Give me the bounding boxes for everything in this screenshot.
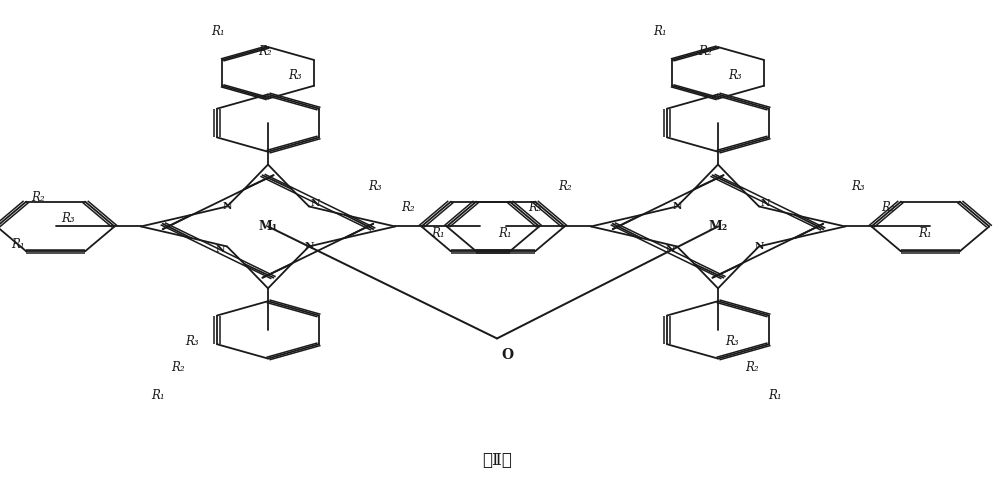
Text: R₂: R₂ <box>258 45 272 57</box>
Text: N: N <box>761 199 770 208</box>
Text: R₂: R₂ <box>171 361 185 374</box>
Text: N: N <box>672 202 682 211</box>
Text: R₁: R₁ <box>151 389 165 402</box>
Text: R₁: R₁ <box>211 25 225 38</box>
Text: R₃: R₃ <box>61 212 75 225</box>
Text: R₃: R₃ <box>185 336 199 348</box>
Text: N: N <box>754 242 764 251</box>
Text: R₁: R₁ <box>498 227 512 240</box>
Text: （Ⅱ）: （Ⅱ） <box>482 452 512 468</box>
Text: R₁: R₁ <box>431 227 445 240</box>
Text: O: O <box>501 348 513 362</box>
Text: R₂: R₂ <box>401 202 415 214</box>
Text: M₁: M₁ <box>258 220 278 233</box>
Text: R₃: R₃ <box>851 180 865 192</box>
Text: N: N <box>222 202 232 211</box>
Text: N: N <box>304 242 314 251</box>
Text: R₃: R₃ <box>528 202 542 214</box>
Text: R₃: R₃ <box>725 336 739 348</box>
Text: N: N <box>311 199 320 208</box>
Text: R₃: R₃ <box>288 69 302 82</box>
Text: R₂: R₂ <box>881 202 895 214</box>
Text: R₂: R₂ <box>558 180 572 192</box>
Text: R₁: R₁ <box>918 227 932 240</box>
Text: R₁: R₁ <box>11 238 25 251</box>
Text: R₁: R₁ <box>653 25 667 38</box>
Text: R₁: R₁ <box>768 389 782 402</box>
Text: R₃: R₃ <box>728 69 742 82</box>
Text: R₃: R₃ <box>368 180 382 192</box>
Text: R₂: R₂ <box>31 191 45 204</box>
Text: N: N <box>216 245 225 254</box>
Text: M₂: M₂ <box>708 220 728 233</box>
Text: R₂: R₂ <box>698 45 712 57</box>
Text: R₂: R₂ <box>745 361 759 374</box>
Text: N: N <box>666 245 675 254</box>
